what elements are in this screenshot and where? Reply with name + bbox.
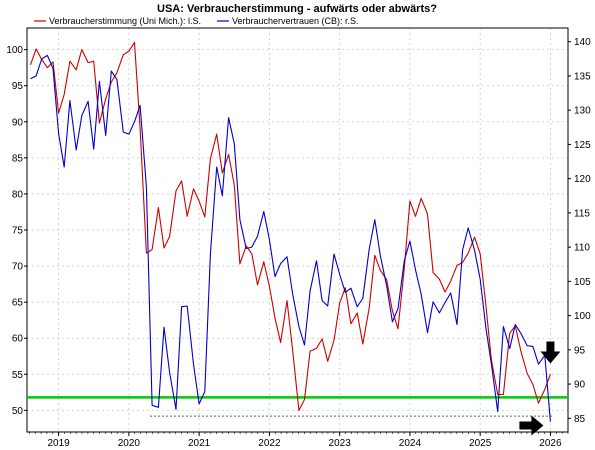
arrow-down-icon xyxy=(540,341,561,364)
chart-title: USA: Verbraucherstimmung - aufwärts oder… xyxy=(157,3,437,15)
legend: Verbraucherstimmung (Uni Mich.): l.S. Ve… xyxy=(34,16,359,26)
right-axis: 85 90 95 100 105 110 115 120 125 130 135 140 xyxy=(568,37,591,425)
right-tick-label: 140 xyxy=(574,37,591,48)
series-layer xyxy=(29,41,551,422)
right-tick-label: 95 xyxy=(574,345,586,356)
left-tick-label: 65 xyxy=(12,298,24,309)
right-tick-label: 100 xyxy=(574,311,591,322)
series-line-cb xyxy=(30,54,551,422)
right-tick-label: 120 xyxy=(574,174,591,185)
left-tick-label: 75 xyxy=(12,226,24,237)
right-tick-label: 85 xyxy=(574,414,586,425)
left-tick-label: 70 xyxy=(12,262,24,273)
x-tick-label: 2024 xyxy=(399,438,422,449)
x-tick-label: 2019 xyxy=(47,438,70,449)
left-tick-label: 90 xyxy=(12,117,24,128)
x-tick-label: 2020 xyxy=(118,438,141,449)
left-axis: 50 55 60 65 70 75 80 85 90 95 100 xyxy=(6,45,27,417)
x-tick-label: 2023 xyxy=(329,438,352,449)
right-tick-label: 110 xyxy=(574,243,590,254)
left-tick-label: 55 xyxy=(12,370,24,381)
right-tick-label: 90 xyxy=(574,380,586,391)
left-tick-label: 60 xyxy=(12,334,24,345)
series-line-umich xyxy=(29,41,551,411)
right-tick-label: 125 xyxy=(574,140,591,151)
x-tick-label: 2025 xyxy=(469,438,492,449)
x-tick-label: 2026 xyxy=(539,438,562,449)
legend-label-umich: Verbraucherstimmung (Uni Mich.): l.S. xyxy=(49,16,201,26)
left-tick-label: 85 xyxy=(12,153,24,164)
x-tick-label: 2022 xyxy=(258,438,281,449)
annotations xyxy=(519,341,561,436)
x-tick-label: 2021 xyxy=(188,438,211,449)
left-tick-label: 80 xyxy=(12,189,24,200)
left-tick-label: 100 xyxy=(6,45,23,56)
right-tick-label: 130 xyxy=(574,106,591,117)
left-tick-label: 95 xyxy=(12,81,24,92)
left-tick-label: 50 xyxy=(12,406,24,417)
right-tick-label: 135 xyxy=(574,71,591,82)
legend-label-cb: Verbrauchervertrauen (CB): r.S. xyxy=(232,16,359,26)
x-axis: 2019 2020 2021 2022 2023 2024 2025 2026 xyxy=(29,432,569,449)
arrow-right-icon xyxy=(519,415,544,436)
right-tick-label: 115 xyxy=(574,208,590,219)
grid xyxy=(27,28,568,432)
right-tick-label: 105 xyxy=(574,277,591,288)
